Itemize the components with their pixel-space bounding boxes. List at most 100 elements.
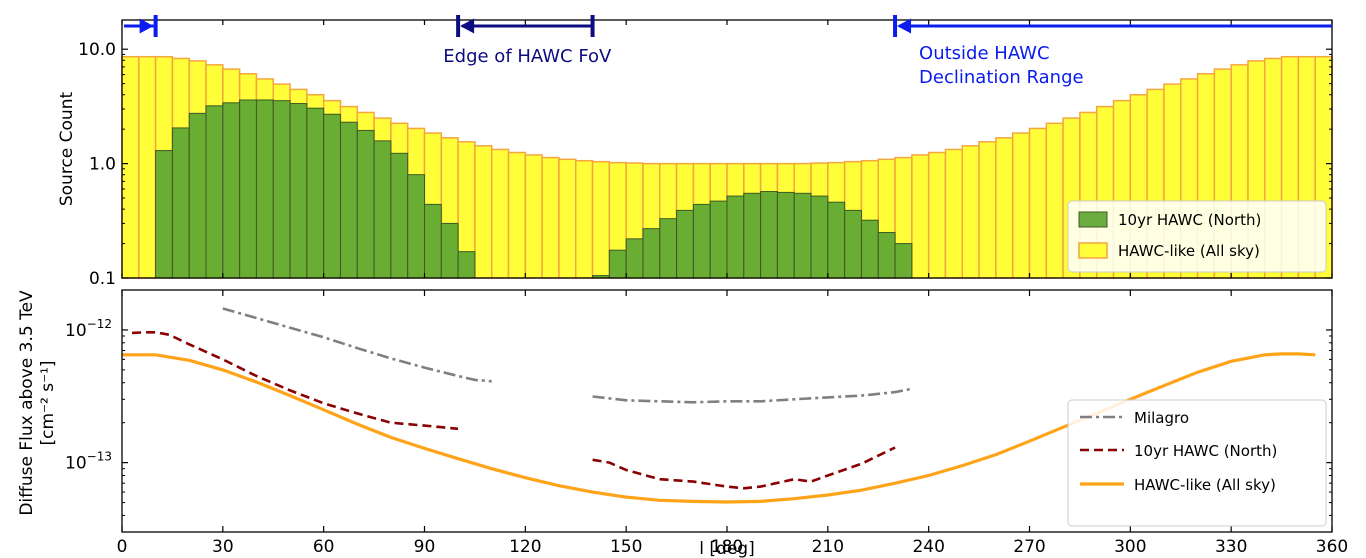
bar-hawc-like [138,55,157,279]
bar-hawc-north [659,218,678,279]
bar-hawc-north [188,112,207,279]
bar-hawc-north [760,191,778,279]
bar-hawc-north [390,152,409,279]
bar-hawc-north [793,192,812,279]
top-legend: 10yr HAWC (North) HAWC-like (All sky) [1067,200,1327,273]
line-10yr-hawc-north- [592,446,896,490]
annotation-outside-line2: Declination Range [919,67,1084,88]
bottom-x-tick-label: 120 [509,537,541,557]
bar-hawc-north [743,192,762,279]
bar-hawc-north [424,203,442,279]
bar-hawc-like [558,158,577,279]
bottom-legend: Milagro 10yr HAWC (North) HAWC-like (All s… [1067,399,1327,527]
annotation-arrowhead [460,18,475,34]
bottom-y-axis-label: Diffuse Flux above 3.5 TeV [17,290,37,516]
bar-hawc-north [339,121,358,279]
bar-hawc-north [776,191,795,279]
annotation-arrowhead [139,18,154,34]
legend-swatch-hawc-north [1078,211,1108,228]
bottom-x-tick-label: 330 [1215,537,1247,557]
bar-hawc-north [272,100,291,279]
bar-hawc-like [524,154,543,279]
top-y-tick-label: 0.1 [89,269,116,289]
bar-hawc-north [676,209,694,279]
bar-hawc-north [709,200,728,279]
bar-hawc-north [289,103,308,279]
bottom-panel: 0 30 60 90 120 150 180 210 240 270 300 330 360 l [deg… [17,289,1348,558]
bar-hawc-north [155,150,173,279]
bar-hawc-north [457,251,476,279]
bar-hawc-north [373,140,392,279]
bar-hawc-north [171,127,190,279]
bar-hawc-like [927,151,947,279]
bottom-x-tick-label: 0 [117,537,128,557]
bar-hawc-like [978,141,997,279]
bar-hawc-north [726,195,745,279]
bar-hawc-like [1028,127,1048,279]
bottom-x-tick-label: 90 [414,537,436,557]
top-y-axis-label: Source Count [57,92,77,207]
bar-hawc-north [407,174,426,279]
tick-exponent: −12 [87,317,112,331]
bottom-y-tick-label: 10−13 [65,450,112,474]
bottom-x-tick-label: 210 [812,537,844,557]
legend-label-10yr-hawc-north-: 10yr HAWC (North) [1134,442,1277,460]
bar-hawc-north [323,113,341,279]
bar-hawc-north [608,249,627,279]
bottom-x-tick-label: 30 [212,537,234,557]
legend-label-hawc-like: HAWC-like (All sky) [1118,242,1260,260]
bottom-x-tick-label: 300 [1114,537,1146,557]
bottom-y-tick-label: 10−12 [65,317,112,341]
bar-hawc-north [844,209,862,279]
bar-hawc-like [121,55,140,279]
bottom-x-tick-label: 150 [610,537,642,557]
bar-hawc-like [995,137,1014,279]
legend-swatch-hawc-like [1078,242,1108,259]
bar-hawc-north [692,203,711,279]
line-milagro [222,307,492,383]
bar-hawc-north [810,195,829,279]
bar-hawc-like [961,145,980,279]
bar-hawc-north [625,238,644,279]
legend-label-milagro: Milagro [1134,409,1189,427]
bar-hawc-north [894,243,913,279]
line-10yr-hawc-north- [132,331,459,431]
line-hawc-like-all-sky- [122,352,1316,504]
bar-hawc-like [1011,132,1031,279]
bar-hawc-north [860,219,879,279]
bar-hawc-like [507,151,527,279]
bottom-y-axis-label-units: [cm⁻² s⁻¹] [38,360,58,445]
bar-hawc-north [205,105,224,279]
top-y-tick-label: 1.0 [89,155,116,175]
bottom-x-tick-label: 270 [1013,537,1045,557]
bar-hawc-north [827,201,846,279]
bar-hawc-north [255,99,274,279]
bar-hawc-like [911,154,930,279]
tick-base: 10 [65,454,87,474]
annotation-edge-fov: Edge of HAWC FoV [443,46,612,67]
line-milagro [592,387,913,404]
top-panel: 0.1 1.0 10.0 Source Count Edge of HAWC FoV Ou… [57,15,1333,289]
bar-hawc-north [222,102,241,279]
top-legend-box [1067,200,1327,273]
bottom-x-tick-label: 180 [711,537,743,557]
bar-hawc-like [591,160,611,279]
bar-hawc-north [440,222,459,279]
tick-base: 10 [65,321,87,341]
bottom-x-tick-label: 360 [1316,537,1348,557]
bar-hawc-like [1045,122,1064,279]
annotation-outside-line1: Outside HAWC [919,43,1049,64]
bar-hawc-like [944,148,964,279]
bar-hawc-north [356,129,375,279]
bottom-x-tick-label: 60 [313,537,335,557]
bar-hawc-like [541,156,560,279]
bar-hawc-north [239,99,257,279]
bar-hawc-north [877,231,896,279]
bar-hawc-like [474,145,493,279]
legend-label-hawc-north: 10yr HAWC (North) [1118,211,1261,229]
tick-exponent: −13 [87,450,112,464]
top-y-tick-label: 10.0 [78,40,116,60]
legend-label-hawc-like-all-sky-: HAWC-like (All sky) [1134,476,1276,494]
bottom-legend-box [1067,399,1327,527]
